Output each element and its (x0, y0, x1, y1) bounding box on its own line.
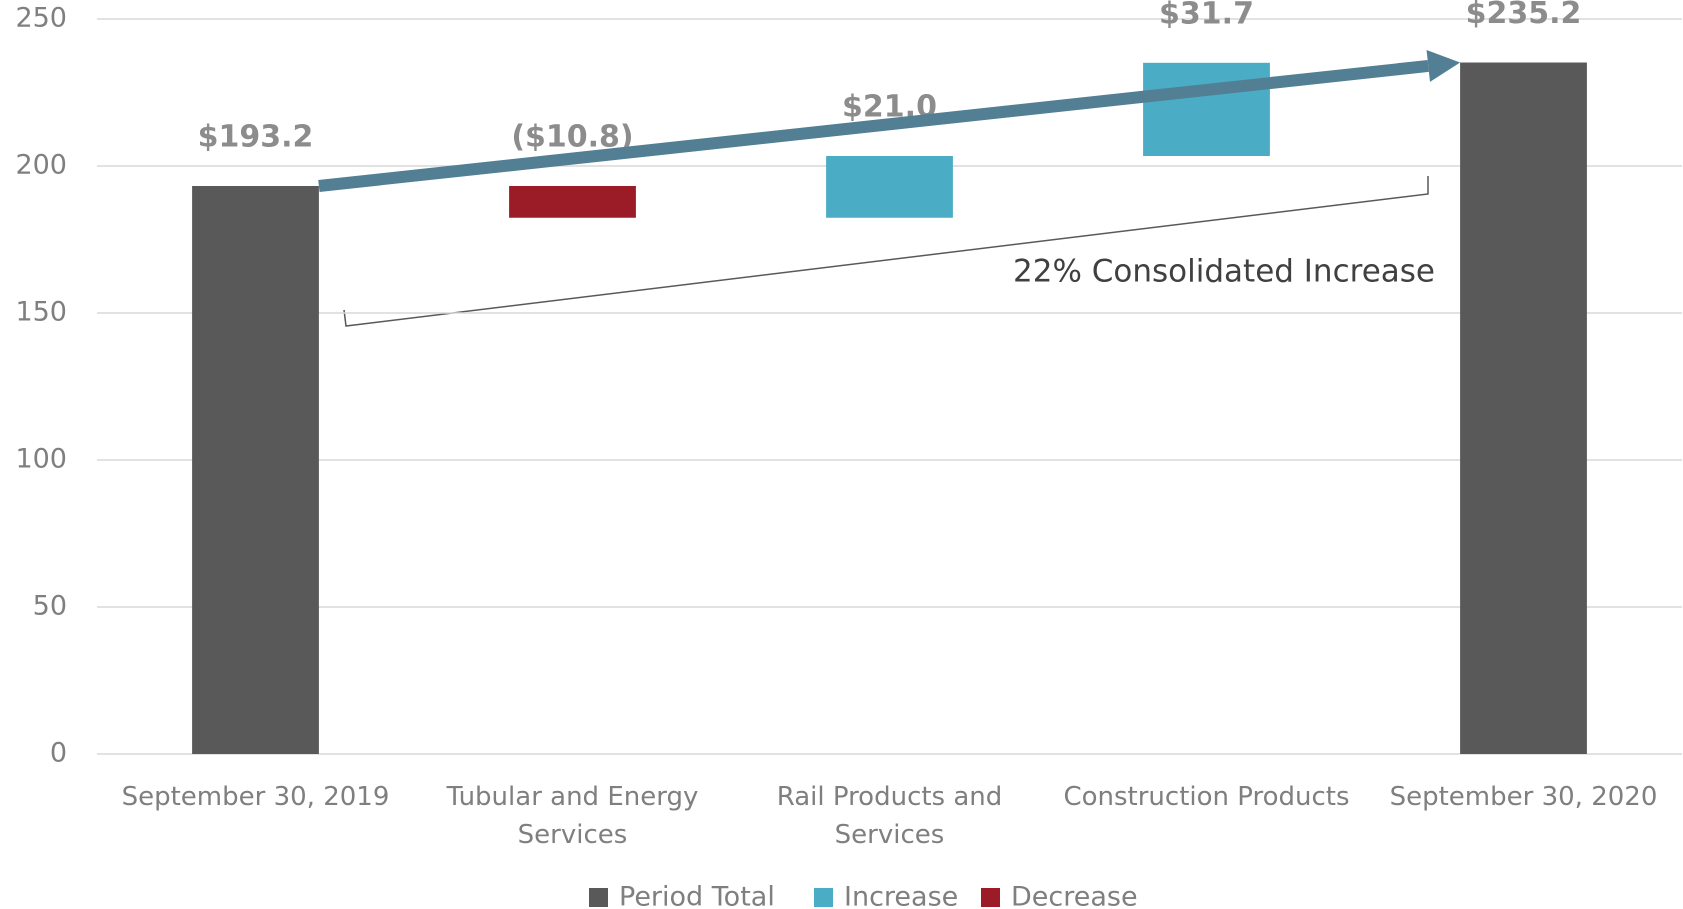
data-label: $193.2 (198, 119, 314, 154)
y-tick-label: 50 (33, 591, 67, 622)
legend-swatch (981, 888, 1000, 907)
legend-label: Period Total (619, 882, 775, 909)
bar (1460, 62, 1587, 754)
bar (826, 156, 953, 218)
bracket (343, 176, 1429, 327)
legend-label: Increase (844, 882, 958, 909)
x-tick-label: Tubular and Energy Services (446, 782, 699, 850)
data-label: $235.2 (1466, 0, 1582, 31)
x-tick-label: Construction Products (1063, 782, 1350, 812)
x-tick-label: September 30, 2020 (1389, 782, 1658, 812)
y-tick-label: 250 (15, 3, 67, 34)
trend-arrow (318, 59, 1429, 192)
annotation: 22% Consolidated Increase (1013, 254, 1435, 290)
y-tick-label: 200 (15, 150, 67, 181)
y-tick-label: 100 (15, 444, 67, 475)
y-tick-label: 0 (50, 738, 67, 769)
legend-swatch (814, 888, 833, 907)
data-label: $31.7 (1159, 0, 1254, 31)
bar (192, 185, 319, 754)
bar (509, 185, 636, 218)
x-tick-label: Rail Products and Services (776, 782, 1003, 850)
legend-swatch (589, 888, 608, 907)
arrow-head (1426, 50, 1461, 82)
bar (1143, 62, 1270, 157)
y-tick-label: 150 (15, 297, 67, 328)
x-tick-label: September 30, 2019 (121, 782, 390, 812)
legend-label: Decrease (1011, 882, 1138, 909)
